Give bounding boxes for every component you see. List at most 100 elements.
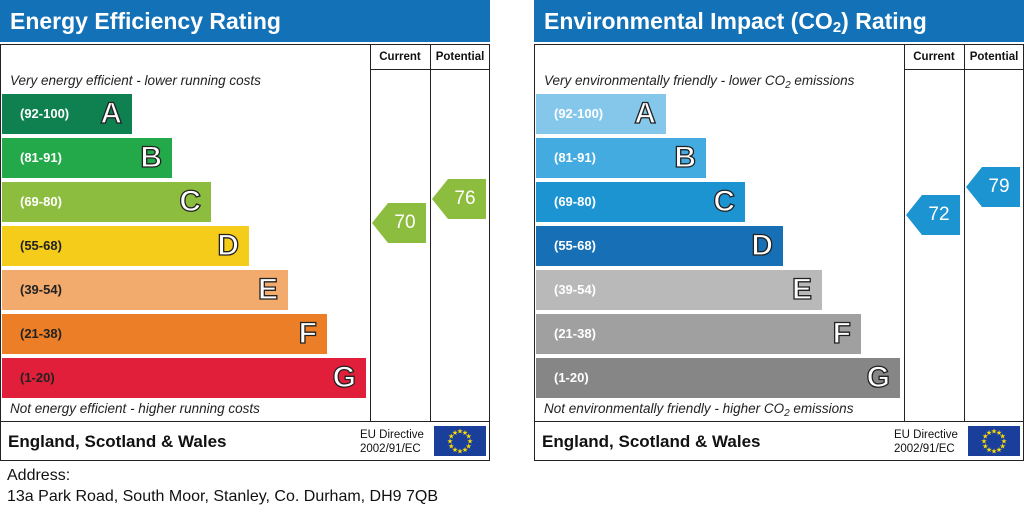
- rating-band-a: (92-100) A: [536, 94, 666, 134]
- band-range-label: (81-91): [20, 150, 62, 165]
- region-label: England, Scotland & Wales: [542, 432, 761, 451]
- band-range-label: (55-68): [20, 238, 62, 253]
- band-letter: G: [866, 360, 891, 394]
- rating-band-f: (21-38) F: [2, 314, 327, 354]
- band-range-label: (1-20): [20, 370, 55, 385]
- svg-text:★: ★: [1000, 443, 1006, 451]
- svg-text:★: ★: [981, 438, 987, 446]
- band-letter: E: [791, 272, 812, 306]
- address-block: Address: 13a Park Road, South Moor, Stan…: [7, 465, 438, 507]
- header-divider: [904, 69, 1024, 70]
- environmental-impact-panel: Environmental Impact (CO2) Rating Current…: [534, 0, 1024, 461]
- eu-directive-text: EU Directive 2002/91/EC: [894, 428, 958, 456]
- svg-text:★: ★: [982, 433, 988, 441]
- band-letter: A: [634, 96, 657, 130]
- top-note: Very environmentally friendly - lower CO…: [544, 73, 855, 91]
- potential-rating-arrow-value: 76: [454, 188, 476, 209]
- svg-text:★: ★: [462, 429, 468, 437]
- eu-directive-line-2: 2002/91/EC: [360, 443, 421, 455]
- svg-text:★: ★: [996, 446, 1002, 454]
- current-column-header: Current: [379, 51, 421, 63]
- svg-text:★: ★: [447, 438, 453, 446]
- svg-text:★: ★: [991, 448, 997, 456]
- band-range-label: (21-38): [554, 326, 596, 341]
- band-letter: G: [332, 360, 357, 394]
- potential-rating-arrow: 76: [432, 179, 486, 219]
- potential-column-header: Potential: [435, 51, 485, 63]
- rating-band-g: (1-20) G: [2, 358, 366, 398]
- chart-title: Energy Efficiency Rating: [0, 0, 490, 42]
- svg-text:★: ★: [1000, 433, 1006, 441]
- energy-efficiency-panel: Energy Efficiency Rating Current Potential…: [0, 0, 490, 461]
- band-range-label: (39-54): [554, 282, 596, 297]
- potential-column-header: Potential: [969, 51, 1019, 63]
- svg-text:★: ★: [986, 446, 992, 454]
- eu-flag-icon: ★ ★ ★ ★ ★ ★ ★ ★ ★ ★ ★ ★: [968, 426, 1020, 456]
- eu-flag-icon: ★ ★ ★ ★ ★ ★ ★ ★ ★ ★ ★ ★: [434, 426, 486, 456]
- rating-band-b: (81-91) B: [2, 138, 172, 178]
- eu-directive-line-1: EU Directive: [360, 429, 424, 441]
- current-column-divider: [370, 44, 371, 422]
- svg-text:★: ★: [457, 428, 463, 436]
- band-letter: B: [140, 140, 163, 174]
- svg-text:★: ★: [991, 428, 997, 436]
- svg-text:★: ★: [452, 446, 458, 454]
- bottom-note: Not energy efficient - higher running co…: [10, 401, 260, 416]
- chart-title: Environmental Impact (CO2) Rating: [534, 0, 1024, 42]
- footer-divider: [534, 421, 1024, 422]
- svg-text:★: ★: [457, 448, 463, 456]
- rating-band-g: (1-20) G: [536, 358, 900, 398]
- rating-frame: [0, 44, 490, 461]
- svg-text:★: ★: [452, 429, 458, 437]
- rating-band-b: (81-91) B: [536, 138, 706, 178]
- rating-band-d: (55-68) D: [2, 226, 249, 266]
- band-letter: F: [832, 316, 852, 350]
- band-letter: B: [674, 140, 697, 174]
- band-letter: D: [217, 228, 240, 262]
- band-range-label: (69-80): [554, 194, 596, 209]
- current-rating-arrow-value: 72: [928, 204, 950, 225]
- current-rating-arrow-value: 70: [394, 212, 416, 233]
- eu-directive-line-1: EU Directive: [894, 429, 958, 441]
- band-range-label: (92-100): [20, 106, 70, 121]
- svg-text:★: ★: [986, 429, 992, 437]
- band-letter: F: [298, 316, 318, 350]
- svg-text:★: ★: [996, 429, 1002, 437]
- current-column-divider: [904, 44, 905, 422]
- current-rating-arrow: 72: [906, 195, 960, 235]
- rating-band-d: (55-68) D: [536, 226, 783, 266]
- band-letter: C: [713, 184, 736, 218]
- rating-band-e: (39-54) E: [2, 270, 288, 310]
- svg-text:★: ★: [1001, 438, 1007, 446]
- rating-band-a: (92-100) A: [2, 94, 132, 134]
- svg-text:★: ★: [466, 443, 472, 451]
- rating-band-c: (69-80) C: [536, 182, 745, 222]
- rating-band-f: (21-38) F: [536, 314, 861, 354]
- svg-text:★: ★: [462, 446, 468, 454]
- band-range-label: (39-54): [20, 282, 62, 297]
- region-label: England, Scotland & Wales: [8, 432, 227, 451]
- svg-text:★: ★: [467, 438, 473, 446]
- potential-rating-arrow-value: 79: [988, 176, 1010, 197]
- rating-band-e: (39-54) E: [536, 270, 822, 310]
- band-range-label: (21-38): [20, 326, 62, 341]
- svg-text:★: ★: [448, 443, 454, 451]
- band-letter: E: [257, 272, 278, 306]
- bottom-note: Not environmentally friendly - higher CO…: [544, 401, 854, 419]
- current-column-header: Current: [913, 51, 955, 63]
- top-note: Very energy efficient - lower running co…: [10, 73, 261, 88]
- current-rating-arrow: 70: [372, 203, 426, 243]
- eu-directive-line-2: 2002/91/EC: [894, 443, 955, 455]
- band-range-label: (55-68): [554, 238, 596, 253]
- band-range-label: (1-20): [554, 370, 589, 385]
- potential-column-divider: [430, 44, 431, 422]
- band-letter: D: [751, 228, 774, 262]
- band-range-label: (81-91): [554, 150, 596, 165]
- address-label: Address:: [7, 467, 71, 484]
- band-range-label: (92-100): [554, 106, 604, 121]
- potential-column-divider: [964, 44, 965, 422]
- potential-rating-arrow: 79: [966, 167, 1020, 207]
- rating-band-c: (69-80) C: [2, 182, 211, 222]
- band-letter: A: [100, 96, 123, 130]
- band-letter: C: [179, 184, 202, 218]
